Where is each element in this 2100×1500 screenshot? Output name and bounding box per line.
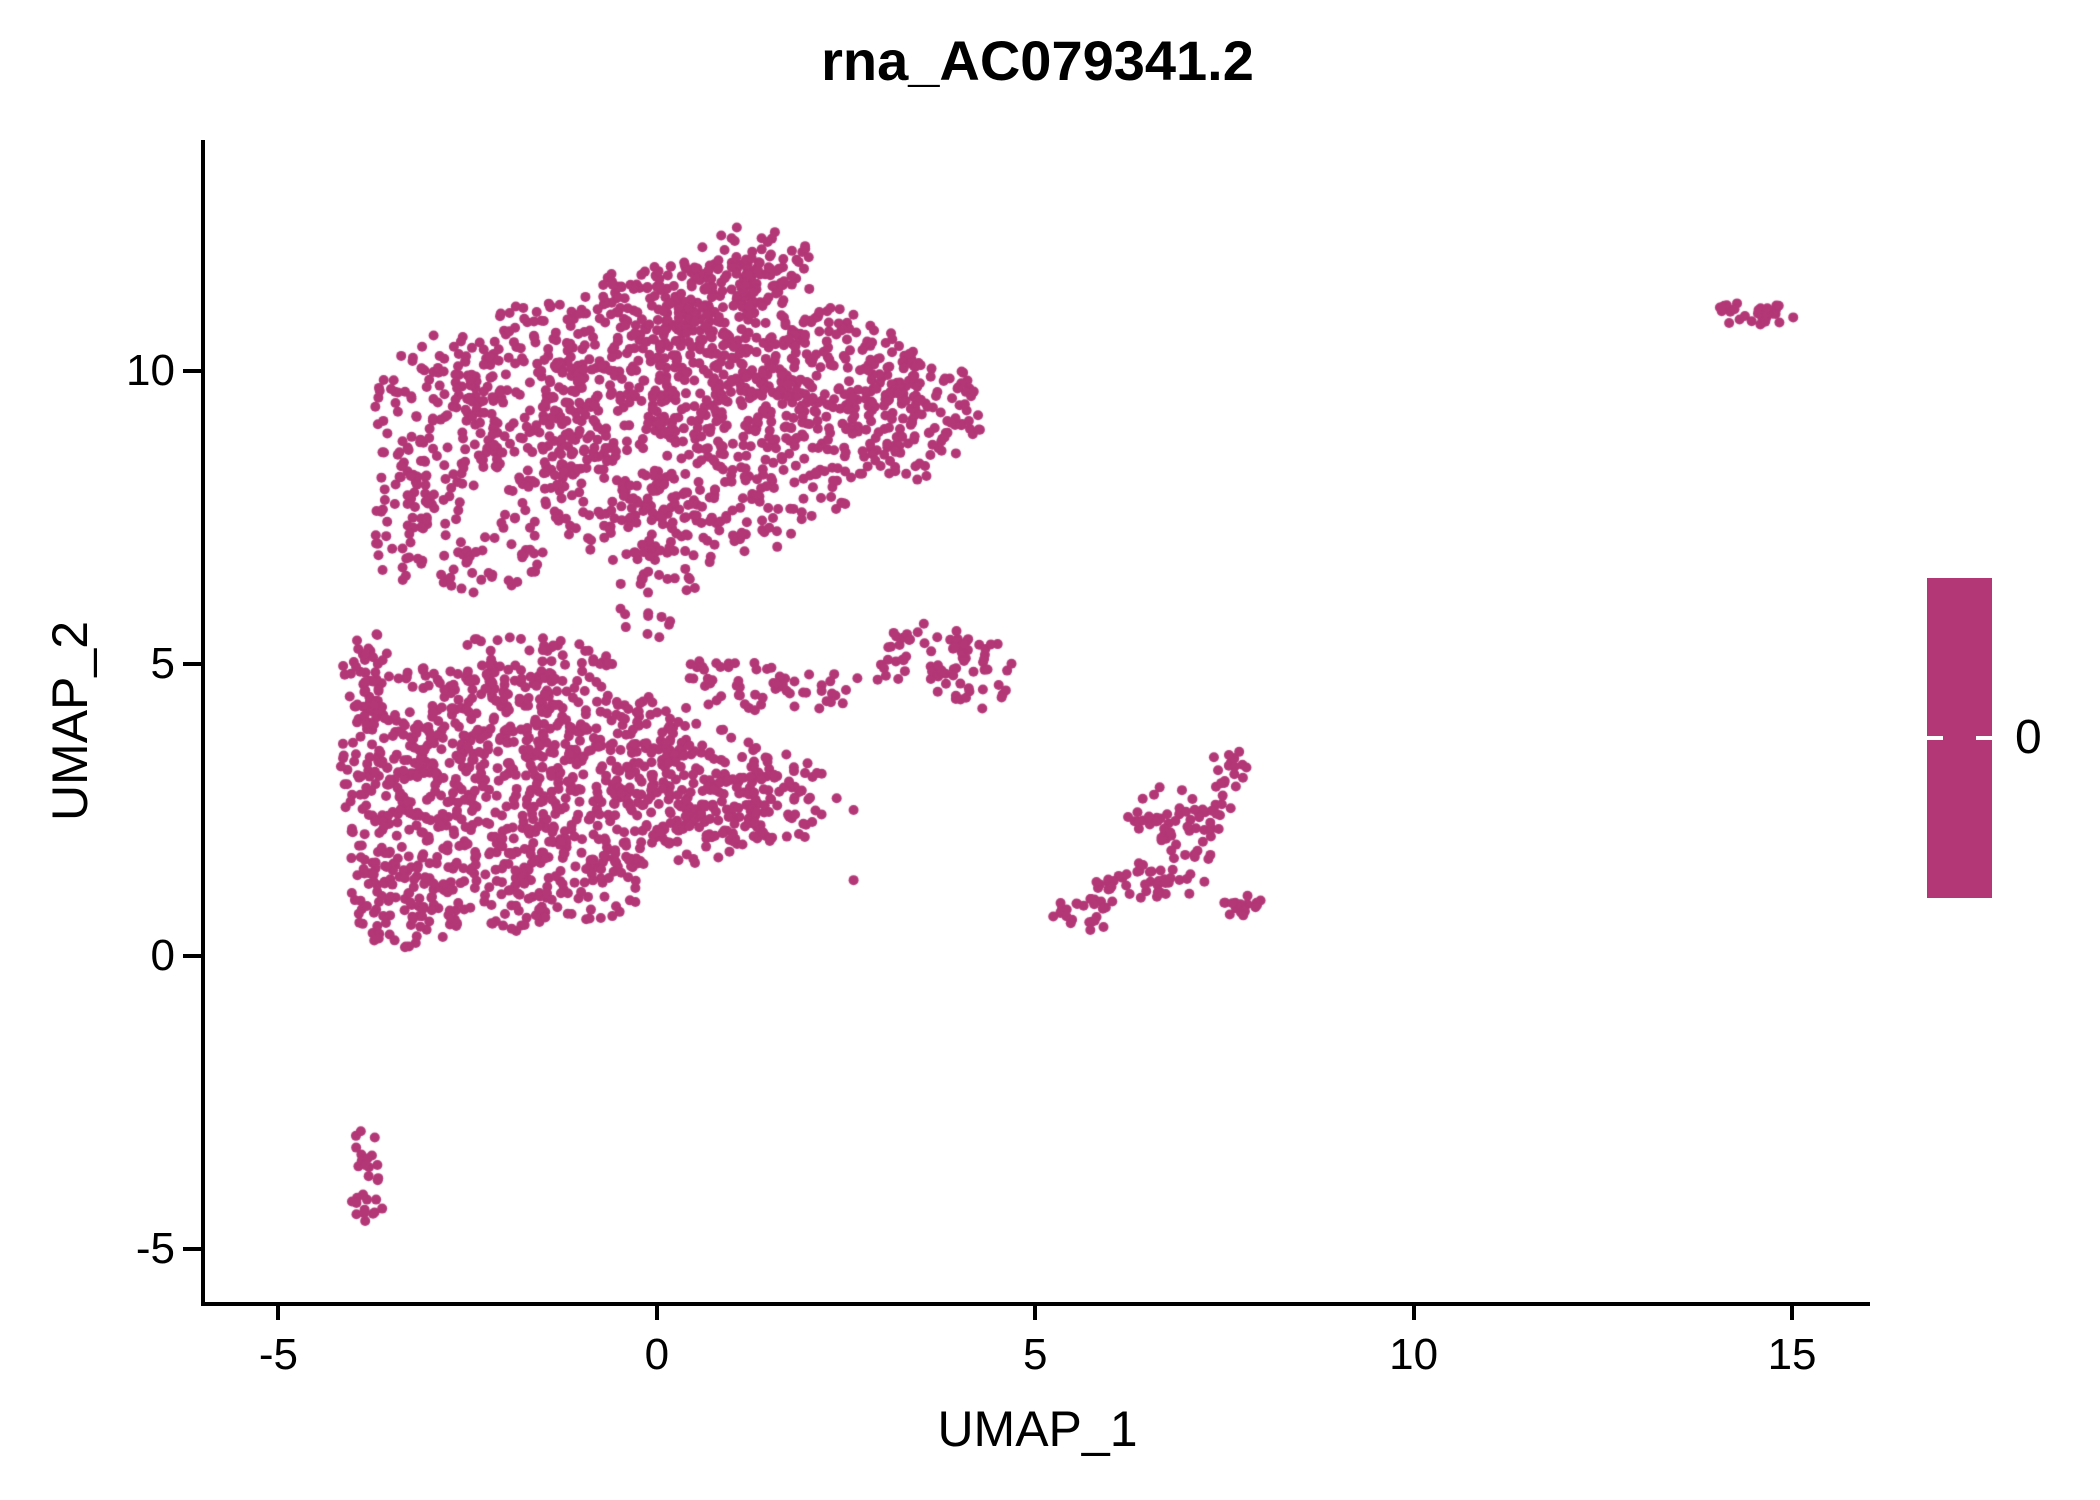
x-tick-label: 0 <box>644 1330 670 1379</box>
colorbar-label: 0 <box>2015 711 2042 764</box>
x-tick-label: -5 <box>258 1330 298 1379</box>
x-tick-label: 5 <box>1022 1330 1048 1379</box>
plot-title: rna_AC079341.2 <box>821 29 1254 92</box>
colorbar-tick-left <box>1927 736 1943 740</box>
y-axis-line <box>201 140 205 1306</box>
plot-panel <box>201 140 1870 1306</box>
colorbar-tick-right <box>1976 736 1992 740</box>
y-tick-label: 10 <box>126 346 175 396</box>
y-tick-mark <box>183 954 201 959</box>
y-axis-title: UMAP_2 <box>42 620 98 822</box>
scatter-points-canvas <box>205 140 1870 1302</box>
y-tick-label: 0 <box>150 931 175 981</box>
x-axis-title: UMAP_1 <box>937 1401 1138 1457</box>
x-tick-mark <box>654 1302 659 1320</box>
y-tick-mark <box>183 661 201 666</box>
y-tick-label: 5 <box>150 638 175 688</box>
x-tick-mark <box>1411 1302 1416 1320</box>
x-tick-label: 10 <box>1389 1330 1439 1379</box>
y-tick-mark <box>183 1246 201 1251</box>
y-tick-label: -5 <box>135 1223 175 1273</box>
x-tick-mark <box>276 1302 281 1320</box>
y-tick-mark <box>183 369 201 374</box>
x-tick-mark <box>1790 1302 1795 1320</box>
x-tick-label: 15 <box>1767 1330 1817 1379</box>
x-tick-mark <box>1033 1302 1038 1320</box>
